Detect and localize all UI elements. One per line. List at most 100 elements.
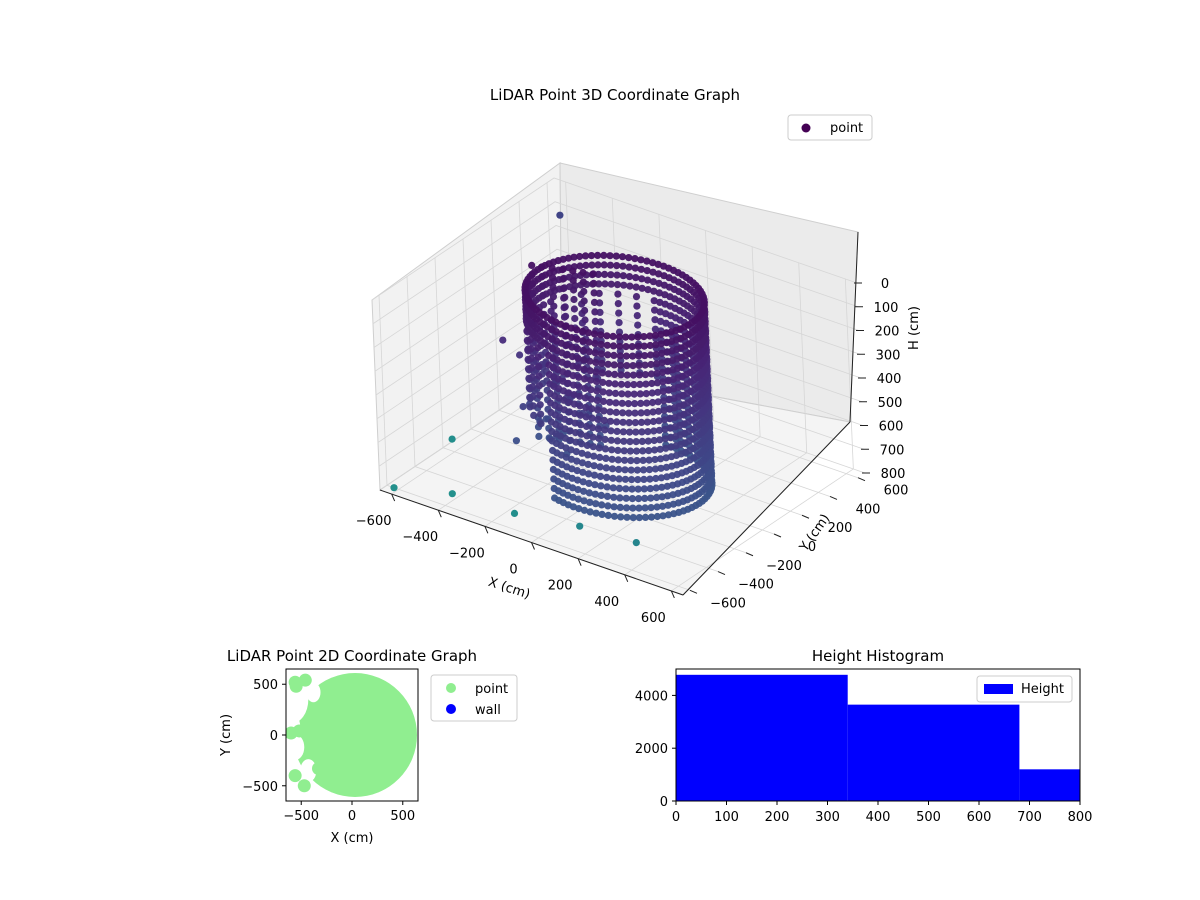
cloud-point	[608, 446, 616, 454]
cloud-point	[660, 406, 668, 414]
cloud-point	[576, 252, 584, 261]
cloud-point	[617, 380, 626, 388]
y-tick-label: 400	[856, 502, 881, 517]
cloud-point	[584, 329, 593, 337]
legend-2d-wall-marker	[446, 704, 456, 714]
cloud-point	[586, 357, 594, 365]
cloud-point	[592, 368, 600, 376]
cloud-point	[661, 425, 669, 433]
cloud-point	[594, 406, 602, 414]
cloud-point	[619, 418, 627, 426]
ticks-2d: −500 0 500 −500 0 500	[242, 678, 415, 824]
cloud-point	[613, 271, 621, 279]
cloud-point	[601, 435, 609, 443]
cloud-point	[633, 447, 641, 455]
cloud-point	[581, 252, 590, 260]
cloud-point	[608, 455, 616, 463]
x-axis-label: X (cm)	[486, 575, 532, 603]
cloud-point	[606, 417, 615, 425]
cloud-point	[549, 274, 557, 282]
cloud-point	[580, 287, 588, 296]
cloud-point	[662, 454, 670, 462]
cloud-point	[629, 514, 637, 522]
cloud-point	[592, 358, 600, 366]
cloud-point	[536, 391, 544, 399]
y-axis-line	[682, 421, 851, 596]
cloud-point	[612, 252, 620, 260]
cloud-point	[607, 436, 615, 444]
y-tick-label-2d: −500	[242, 780, 278, 795]
legend-2d: point wall	[430, 674, 518, 722]
cloud-point	[650, 427, 658, 435]
cloud-point	[639, 466, 648, 474]
cloud-point	[644, 286, 652, 294]
cloud-point	[620, 281, 628, 289]
cloud-point	[581, 375, 589, 383]
cloud-point	[646, 485, 654, 493]
cloud-point	[575, 383, 583, 391]
cloud-point	[575, 505, 583, 513]
y-tick-label-2d: 500	[253, 678, 278, 693]
cloud-point	[628, 485, 636, 493]
cloud-point	[604, 370, 613, 378]
cloud-point	[659, 502, 667, 510]
cloud-point	[613, 418, 621, 426]
cloud-point	[613, 437, 622, 445]
cloud-point	[647, 370, 656, 378]
cloud-point	[609, 484, 617, 492]
cloud-point	[604, 511, 612, 519]
histogram-title: Height Histogram	[812, 647, 944, 665]
cloud-point	[597, 482, 605, 490]
cloud-point	[644, 276, 652, 284]
histogram-bar	[847, 704, 1020, 801]
cloud-point	[516, 351, 524, 359]
cloud-point	[590, 452, 598, 460]
y-tick-label: −400	[738, 578, 774, 593]
cloud-point	[578, 440, 586, 448]
cloud-point	[581, 316, 589, 324]
cloud-point	[617, 371, 625, 379]
cloud-point	[591, 339, 599, 347]
cloud-point	[573, 326, 581, 334]
cloud-point	[560, 313, 569, 321]
point-blobs	[286, 673, 329, 793]
outlier-point	[510, 509, 519, 517]
cloud-point	[653, 369, 661, 377]
cloud-point	[658, 493, 666, 501]
cloud-point	[637, 399, 645, 407]
cloud-point	[571, 410, 579, 418]
z-tick-label: 400	[877, 372, 902, 387]
cloud-point	[596, 463, 604, 471]
cloud-point	[572, 438, 580, 446]
cloud-point	[597, 340, 605, 348]
cloud-point	[628, 476, 636, 484]
cloud-point	[574, 364, 583, 372]
cloud-point	[604, 502, 612, 510]
cloud-point	[635, 361, 643, 369]
cloud-point	[658, 349, 666, 357]
point-blob	[288, 769, 302, 783]
cloud-point	[651, 446, 659, 454]
cloud-point	[595, 434, 603, 442]
cloud-point	[637, 418, 646, 426]
histogram-x-tick-label: 500	[916, 810, 941, 825]
cloud-point	[568, 353, 577, 361]
histogram-bar	[1019, 769, 1080, 801]
histogram-x-tick-label: 400	[866, 810, 891, 825]
cloud-point	[560, 304, 568, 312]
cloud-point	[579, 278, 588, 286]
chart-3d-title: LiDAR Point 3D Coordinate Graph	[490, 86, 740, 104]
cloud-point	[641, 513, 650, 522]
legend-2d-wall-label: wall	[475, 703, 501, 718]
cloud-point	[534, 353, 542, 361]
cloud-point	[528, 261, 536, 269]
cloud-point	[623, 371, 631, 379]
cloud-point	[657, 340, 665, 348]
cloud-point	[593, 396, 601, 404]
chart-3d: LiDAR Point 3D Coordinate Graph −600 −400…	[356, 86, 922, 626]
cloud-point	[597, 331, 605, 339]
cloud-point	[638, 428, 646, 436]
cloud-point	[616, 342, 624, 350]
cloud-point	[664, 511, 673, 519]
